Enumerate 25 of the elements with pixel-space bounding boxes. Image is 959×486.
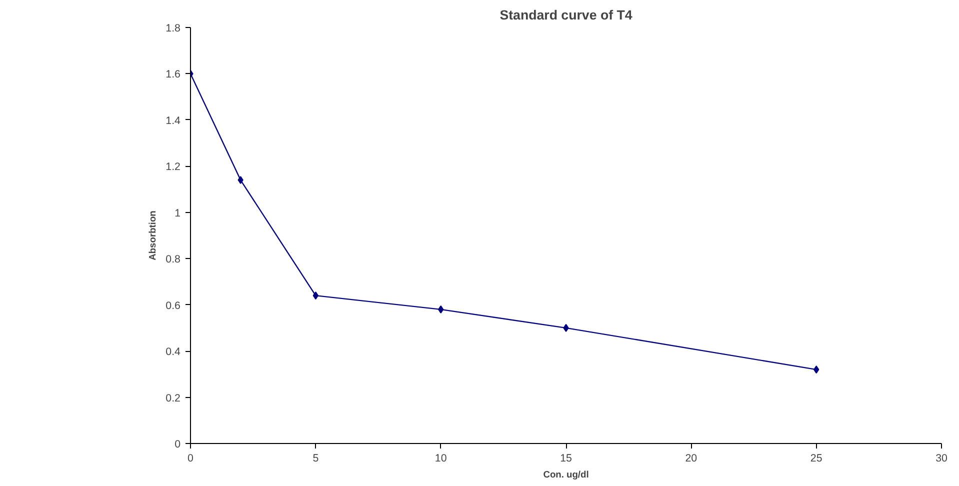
x-tick-label: 15 xyxy=(560,452,572,464)
y-tick-label: 1.8 xyxy=(166,22,181,34)
y-tick-label: 1.6 xyxy=(166,68,181,81)
y-tick-label: 0.2 xyxy=(166,392,181,404)
y-tick-label: 1.2 xyxy=(166,161,181,174)
point xyxy=(238,176,244,184)
x-tick-label: 20 xyxy=(685,452,698,464)
y-tick-label: 1.4 xyxy=(166,114,181,127)
y-tick-label: 0.8 xyxy=(166,254,181,266)
x-tick-label: 25 xyxy=(810,452,822,464)
y-axis-title: Absorbtion xyxy=(148,210,158,260)
y-tick-label: 1 xyxy=(174,207,181,220)
chart-title: Standard curve of T4 xyxy=(500,8,633,22)
y-tick-label: 0 xyxy=(174,438,181,450)
x-tick-label: 30 xyxy=(936,452,948,464)
point xyxy=(563,324,569,332)
point xyxy=(814,366,820,374)
y-tick-label: 0.6 xyxy=(166,300,181,312)
x-tick-label: 0 xyxy=(188,452,194,464)
x-axis-title: Con. ug/dl xyxy=(543,470,589,480)
point xyxy=(312,292,318,300)
point xyxy=(438,305,444,314)
x-tick-label: 10 xyxy=(434,452,447,464)
x-tick-label: 5 xyxy=(312,452,319,464)
y-tick-label: 0.4 xyxy=(166,346,181,358)
